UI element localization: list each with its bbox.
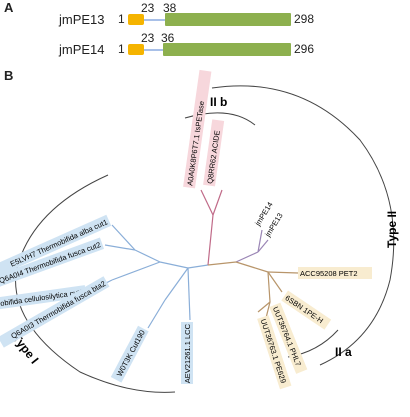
leaf-highlight	[0, 276, 110, 348]
start-position: 1	[118, 12, 125, 26]
protein-name-jmpe13: jmPE13	[59, 12, 105, 27]
leaf-label-ispetase: A0A0K8P6T7.1 IsPETase	[185, 100, 206, 186]
panel-b-label: B	[4, 68, 14, 83]
leaf-label-pet2: ACC95208 PET2	[300, 269, 358, 278]
start-position: 1	[118, 42, 125, 56]
signal-end-position: 23	[141, 31, 155, 45]
panel-a-label: A	[4, 0, 14, 15]
leaf-highlight	[110, 325, 149, 383]
catalytic-domain-bar	[165, 13, 291, 26]
domain-start-position: 38	[163, 1, 177, 15]
type-ii-arc	[211, 85, 395, 366]
leaf-highlight	[0, 214, 112, 280]
leaf-label-tb-fusca-bta2: Q6A0I3 Thermobifida fusca bta2	[9, 279, 107, 341]
leaf-highlight	[257, 315, 292, 390]
leaf-highlight	[203, 119, 225, 187]
leaf-label-1pe-h: 6SBN 1PE-H	[284, 293, 325, 325]
linker-segment	[144, 19, 165, 21]
signal-end-position: 23	[141, 1, 155, 15]
linker-segment	[144, 49, 163, 51]
end-position: 296	[294, 42, 315, 56]
domain-start-position: 36	[161, 31, 175, 45]
leaf-label-cut190: W0T3K Cut190	[115, 328, 147, 378]
signal-peptide-bar	[128, 44, 144, 55]
leaf-highlight	[183, 69, 212, 189]
group-label-type-ii: Type II	[385, 211, 399, 248]
leaf-highlight	[269, 302, 308, 374]
signal-peptide-bar	[128, 14, 144, 25]
protein-name-jmpe14: jmPE14	[59, 42, 105, 57]
leaf-highlight	[0, 237, 105, 292]
leaf-label-lcc: AEV21261.1 LCC	[183, 323, 192, 383]
tree-branches	[87, 189, 299, 329]
leaf-highlight	[298, 267, 372, 279]
end-position: 298	[294, 12, 315, 26]
group-label-iia: II a	[335, 345, 352, 359]
catalytic-domain-bar	[163, 43, 291, 56]
group-label-iib: II b	[210, 95, 227, 109]
type-i-arc	[15, 174, 176, 393]
leaf-highlight	[281, 290, 332, 330]
leaf-highlight	[181, 322, 193, 384]
leaf-highlight	[0, 285, 87, 318]
